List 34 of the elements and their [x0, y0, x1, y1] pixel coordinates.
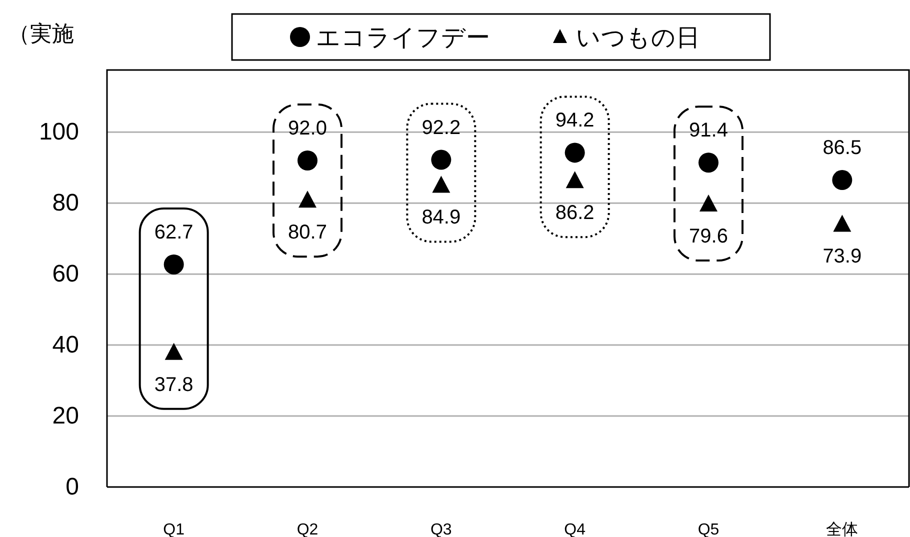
x-tick-label: 全体	[826, 522, 858, 537]
y-tick-label: 80	[52, 190, 79, 217]
legend-label: エコライフデー	[316, 24, 490, 52]
data-label: 73.9	[822, 246, 862, 268]
data-label: 79.6	[689, 226, 728, 248]
y-tick-label: 60	[52, 260, 79, 288]
y-tick-label: 100	[38, 118, 79, 146]
point	[298, 150, 318, 170]
data-label: 94.2	[555, 110, 594, 132]
point	[833, 214, 852, 232]
point	[698, 152, 718, 173]
data-label: 86.5	[822, 137, 862, 160]
data-label: 84.9	[422, 206, 461, 229]
data-label: 86.2	[555, 202, 594, 224]
point	[432, 176, 450, 193]
point	[298, 190, 316, 208]
data-label: 62.7	[154, 221, 194, 244]
y-axis-title: （実施	[8, 21, 74, 46]
point	[566, 171, 584, 188]
data-label: 91.4	[689, 120, 728, 142]
legend-label: いつもの日	[576, 24, 700, 52]
data-label: 92.2	[422, 116, 461, 139]
point	[164, 254, 184, 274]
y-tick-label: 0	[66, 474, 79, 500]
data-label: 37.8	[154, 374, 194, 396]
point	[832, 170, 852, 190]
y-tick-label: 40	[52, 332, 79, 359]
point	[564, 142, 585, 163]
data-label: 80.7	[288, 222, 327, 244]
point	[164, 342, 183, 360]
point	[700, 194, 718, 212]
data-label: 92.0	[288, 118, 327, 140]
point	[431, 150, 452, 170]
y-tick-label: 20	[52, 402, 79, 430]
